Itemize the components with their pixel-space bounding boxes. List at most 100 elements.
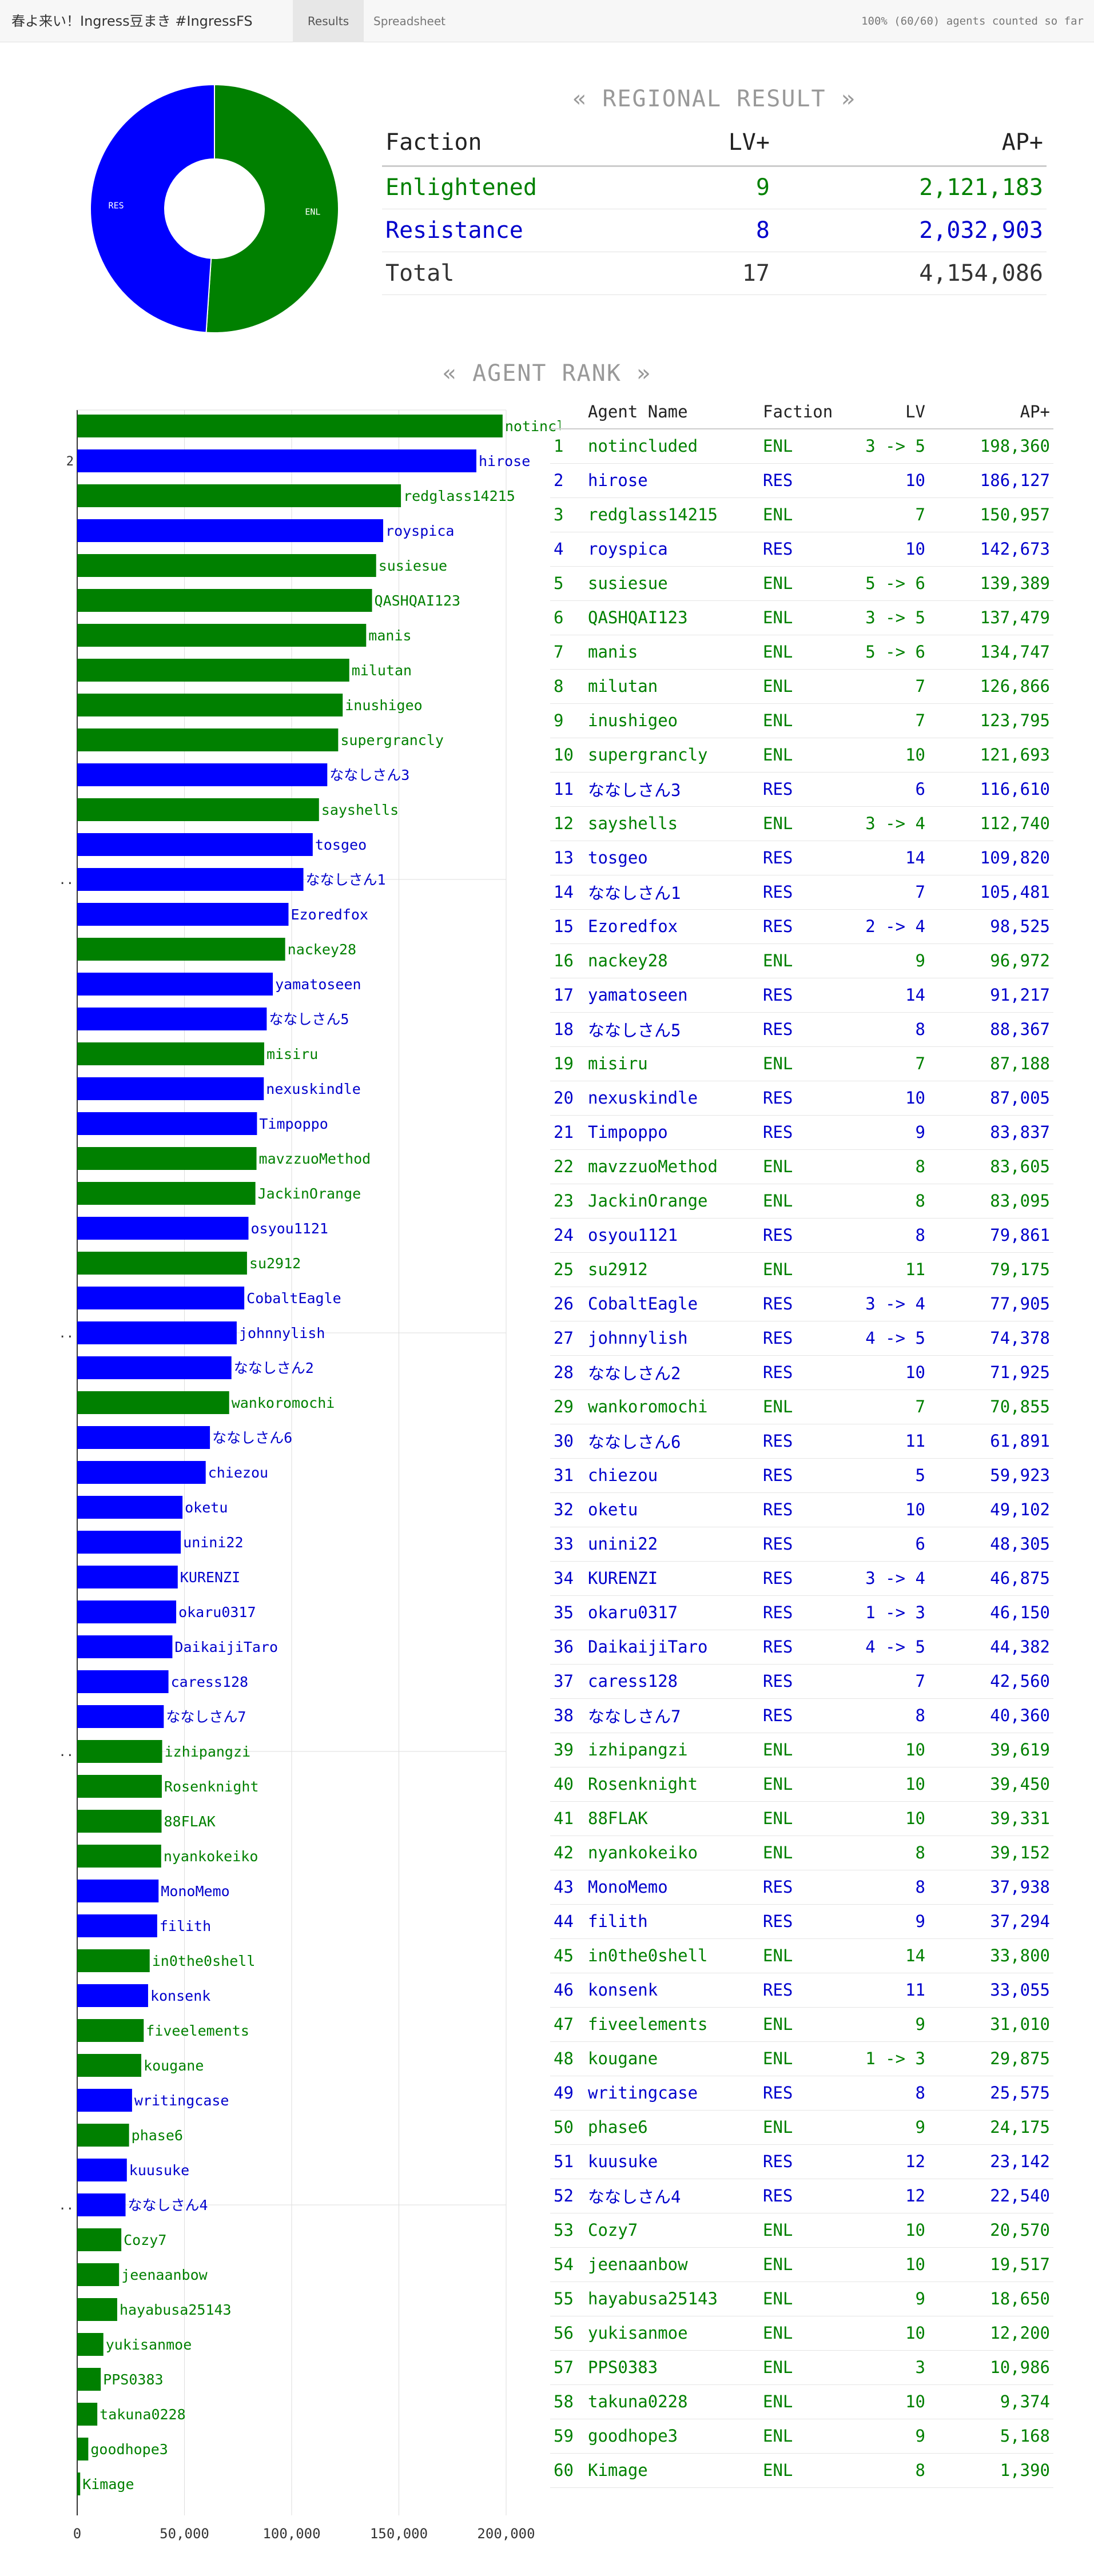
bar-label: manis <box>368 627 411 644</box>
bar-42 <box>77 1845 161 1868</box>
bar-22 <box>77 1147 257 1170</box>
regional-result-title: « REGIONAL RESULT » <box>572 86 856 112</box>
rank-cell: 22 <box>550 1149 584 1184</box>
table-row: 39 izhipangzi ENL 10 39,619 <box>550 1733 1053 1767</box>
bar-6 <box>77 589 372 612</box>
lv-cell: 7 <box>857 1664 942 1699</box>
bar-7 <box>77 624 367 647</box>
x-tick-label: 100,000 <box>262 2526 320 2542</box>
table-row: 19 misiru ENL 7 87,188 <box>550 1046 1053 1081</box>
bar-label: nackey28 <box>288 941 356 958</box>
faction-cell: ENL <box>759 2041 857 2076</box>
table-row: 40 Rosenknight ENL 10 39,450 <box>550 1767 1053 1802</box>
rank-cell: 10 <box>550 738 584 773</box>
agent-name-cell: caress128 <box>584 1664 759 1699</box>
lv-cell: 8 <box>857 2453 942 2488</box>
lv-cell: 10 <box>857 1801 942 1836</box>
bar-label: hayabusa25143 <box>120 2302 232 2318</box>
bar-label: nyankokeiko <box>164 1848 258 1865</box>
rank-cell: 30 <box>550 1424 584 1459</box>
agent-name-cell: inushigeo <box>584 703 759 738</box>
bar-label: ななしさん1 <box>306 871 386 888</box>
faction-cell: RES <box>759 1870 857 1905</box>
lv-cell: 12 <box>857 2179 942 2213</box>
faction-cell: RES <box>759 1081 857 1116</box>
rank-cell: 50 <box>550 2110 584 2145</box>
table-row: 41 88FLAK ENL 10 39,331 <box>550 1801 1053 1836</box>
bar-45 <box>77 1949 150 1972</box>
ap-cell: 112,740 <box>942 806 1053 841</box>
faction-cell: ENL <box>759 2282 857 2316</box>
lv-cell: 8 <box>857 1218 942 1253</box>
y-tick-label: .. <box>59 2199 74 2213</box>
faction-cell: ENL <box>759 2110 857 2145</box>
table-row: 21 Timpoppo RES 9 83,837 <box>550 1115 1053 1150</box>
table-row: 45 in0the0shell ENL 14 33,800 <box>550 1938 1053 1973</box>
bar-label: nexuskindle <box>266 1081 361 1097</box>
ap-cell: 39,450 <box>942 1767 1053 1802</box>
faction-cell: ENL <box>759 600 857 635</box>
lv-cell: 9 <box>857 943 942 978</box>
ap-cell: 10,986 <box>942 2350 1053 2385</box>
lv-cell: 10 <box>857 463 942 498</box>
ap-cell: 33,800 <box>942 1938 1053 1973</box>
ap-cell: 49,102 <box>942 1492 1053 1527</box>
rank-cell: 25 <box>550 1252 584 1287</box>
bar-50 <box>77 2124 129 2147</box>
faction-cell: RES <box>759 2179 857 2213</box>
ap-cell: 1,390 <box>942 2453 1053 2488</box>
bar-17 <box>77 973 273 996</box>
ap-cell: 39,331 <box>942 1801 1053 1836</box>
ap-cell: 40,360 <box>942 1698 1053 1733</box>
agent-name-cell: ななしさん5 <box>584 1012 759 1047</box>
ap-cell: 134,747 <box>942 635 1053 670</box>
bar-label: jeenaanbow <box>121 2267 208 2283</box>
agent-name-cell: writingcase <box>584 2076 759 2111</box>
tab-spreadsheet[interactable]: Spreadsheet <box>373 14 445 28</box>
lv-cell: 8 <box>857 2076 942 2111</box>
lv-cell: 10 <box>857 738 942 773</box>
lv-cell: 10 <box>857 1355 942 1390</box>
lv-cell: 3 -> 4 <box>857 1561 942 1596</box>
bar-label: 88FLAK <box>164 1813 215 1830</box>
bar-26 <box>77 1287 245 1309</box>
faction-cell: ENL <box>759 1184 857 1219</box>
table-row: 18 ななしさん5 RES 8 88,367 <box>550 1012 1053 1047</box>
rank-cell: 21 <box>550 1115 584 1150</box>
faction-cell: ENL <box>759 943 857 978</box>
table-row: 31 chiezou RES 5 59,923 <box>550 1458 1053 1493</box>
ap-cell: 61,891 <box>942 1424 1053 1459</box>
table-row: 42 nyankokeiko ENL 8 39,152 <box>550 1836 1053 1870</box>
app-title[interactable]: 春よ来い！Ingress豆まき #IngressFS <box>11 13 253 29</box>
rank-cell: 5 <box>550 566 584 601</box>
agent-name-cell: osyou1121 <box>584 1218 759 1253</box>
faction-cell: ENL <box>759 2247 857 2282</box>
lv-cell: 14 <box>857 841 942 875</box>
lv-cell: 2 -> 4 <box>857 909 942 944</box>
bar-23 <box>77 1182 256 1205</box>
faction-pie-chart: ENL RES <box>89 83 339 333</box>
rank-cell: 49 <box>550 2076 584 2111</box>
table-row: 54 jeenaanbow ENL 10 19,517 <box>550 2247 1053 2282</box>
faction-cell: ENL <box>759 2453 857 2488</box>
bar-46 <box>77 1984 148 2007</box>
ap-cell: 20,570 <box>942 2213 1053 2248</box>
rank-cell: 46 <box>550 1973 584 2008</box>
rank-cell: 58 <box>550 2384 584 2419</box>
bar-label: ななしさん5 <box>269 1011 349 1028</box>
rank-cell: 31 <box>550 1458 584 1493</box>
table-row: 13 tosgeo RES 14 109,820 <box>550 841 1053 875</box>
rank-cell: 41 <box>550 1801 584 1836</box>
table-row: 11 ななしさん3 RES 6 116,610 <box>550 772 1053 807</box>
bar-31 <box>77 1461 206 1484</box>
faction-cell: RES <box>759 1698 857 1733</box>
faction-cell: ENL <box>759 1767 857 1802</box>
lv-cell: 6 <box>857 1527 942 1562</box>
table-row: 14 ななしさん1 RES 7 105,481 <box>550 875 1053 910</box>
ap-cell: 9,374 <box>942 2384 1053 2419</box>
tab-results[interactable]: Results <box>293 0 364 42</box>
ap-cell: 105,481 <box>942 875 1053 910</box>
lv-cell: 10 <box>857 1733 942 1767</box>
bar-label: goodhope3 <box>90 2441 168 2458</box>
rank-cell: 42 <box>550 1836 584 1870</box>
